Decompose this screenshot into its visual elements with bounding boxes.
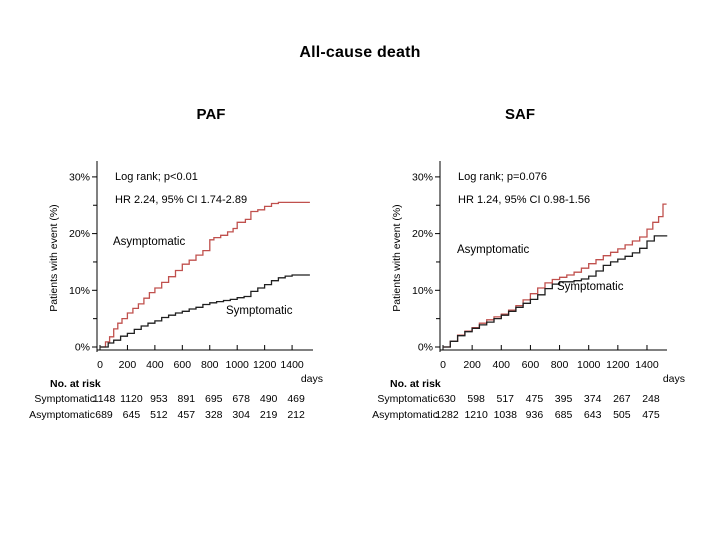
- x-tick-label: 200: [463, 359, 481, 371]
- risk-value: 1210: [464, 409, 488, 421]
- panel-title-paf: PAF: [196, 106, 226, 123]
- y-tick-label: 0%: [418, 342, 433, 354]
- risk-value: 475: [642, 409, 660, 421]
- y-tick-label: 30%: [412, 171, 433, 183]
- y-tick-label: 0%: [75, 342, 90, 354]
- y-tick-label: 20%: [412, 228, 433, 240]
- curve-label-symptomatic: Symptomatic: [226, 305, 293, 317]
- risk-value: 678: [232, 393, 250, 405]
- risk-value: 512: [150, 409, 168, 421]
- risk-value: 457: [178, 409, 196, 421]
- stat-annotation: HR 1.24, 95% CI 0.98-1.56: [458, 194, 590, 206]
- x-tick-label: 400: [493, 359, 511, 371]
- x-tick-label: 0: [97, 359, 103, 371]
- x-tick-label: 200: [119, 359, 137, 371]
- x-tick-label: 800: [201, 359, 219, 371]
- risk-value: 517: [497, 393, 515, 405]
- stat-annotation: Log rank; p=0.076: [458, 171, 547, 183]
- risk-value: 645: [123, 409, 141, 421]
- risk-value: 490: [260, 393, 278, 405]
- stat-annotation: HR 2.24, 95% CI 1.74-2.89: [115, 194, 247, 206]
- risk-value: 395: [555, 393, 573, 405]
- risk-table-header: No. at risk: [390, 378, 441, 390]
- risk-value: 469: [287, 393, 305, 405]
- risk-value: 1120: [120, 393, 143, 405]
- risk-row-label: Asymptomatic: [29, 409, 95, 421]
- risk-row-label: Symptomatic: [34, 393, 95, 405]
- x-axis-unit-label: days: [663, 373, 685, 385]
- y-tick-label: 20%: [69, 228, 90, 240]
- risk-value: 643: [584, 409, 602, 421]
- x-tick-label: 1000: [577, 359, 601, 371]
- y-axis-title: Patients with event (%): [48, 204, 60, 311]
- risk-value: 1282: [435, 409, 459, 421]
- risk-value: 630: [438, 393, 456, 405]
- y-axis-title: Patients with event (%): [391, 204, 403, 311]
- risk-value: 475: [526, 393, 544, 405]
- x-tick-label: 800: [551, 359, 569, 371]
- x-tick-label: 1400: [635, 359, 659, 371]
- y-tick-label: 10%: [69, 285, 90, 297]
- risk-value: 219: [260, 409, 278, 421]
- risk-row-label: Asymptomatic: [372, 409, 438, 421]
- curve-label-symptomatic: Symptomatic: [557, 281, 624, 293]
- risk-value: 953: [150, 393, 168, 405]
- x-tick-label: 1200: [253, 359, 277, 371]
- risk-table-header: No. at risk: [50, 378, 101, 390]
- curve-label-asymptomatic: Asymptomatic: [457, 244, 529, 256]
- km-panel-saf: 0 200 400 600 800 1000 1200 1400 0% 10% 20% 30% Pati…: [372, 161, 685, 421]
- curve-label-asymptomatic: Asymptomatic: [113, 236, 185, 248]
- x-tick-label: 1400: [280, 359, 304, 371]
- risk-value: 1148: [93, 393, 116, 405]
- km-panel-paf: 0 200 400 600 800 1000 1200 1400 0% 10% 20% 30% Pati…: [29, 161, 323, 421]
- curve-asymptomatic: [443, 203, 667, 348]
- risk-value: 328: [205, 409, 223, 421]
- curve-symptomatic: [100, 274, 310, 348]
- risk-value: 248: [642, 393, 660, 405]
- risk-value: 267: [613, 393, 631, 405]
- x-tick-label: 1000: [226, 359, 250, 371]
- curve-asymptomatic: [100, 201, 310, 348]
- x-tick-label: 400: [146, 359, 164, 371]
- figure-title: All-cause death: [299, 44, 421, 61]
- risk-value: 936: [526, 409, 544, 421]
- risk-value: 304: [232, 409, 250, 421]
- x-tick-label: 600: [522, 359, 540, 371]
- x-tick-label: 1200: [606, 359, 630, 371]
- risk-value: 1038: [494, 409, 518, 421]
- y-tick-label: 10%: [412, 285, 433, 297]
- risk-value: 374: [584, 393, 602, 405]
- y-tick-label: 30%: [69, 171, 90, 183]
- curve-symptomatic: [443, 235, 668, 348]
- risk-value: 891: [178, 393, 196, 405]
- risk-value: 598: [467, 393, 485, 405]
- risk-value: 689: [95, 409, 113, 421]
- stat-annotation: Log rank; p<0.01: [115, 171, 198, 183]
- risk-row-label: Symptomatic: [377, 393, 438, 405]
- risk-value: 695: [205, 393, 223, 405]
- risk-value: 685: [555, 409, 573, 421]
- x-tick-label: 0: [440, 359, 446, 371]
- panel-title-saf: SAF: [505, 106, 535, 123]
- x-tick-label: 600: [174, 359, 192, 371]
- x-axis-unit-label: days: [301, 373, 323, 385]
- risk-value: 505: [613, 409, 631, 421]
- risk-value: 212: [287, 409, 305, 421]
